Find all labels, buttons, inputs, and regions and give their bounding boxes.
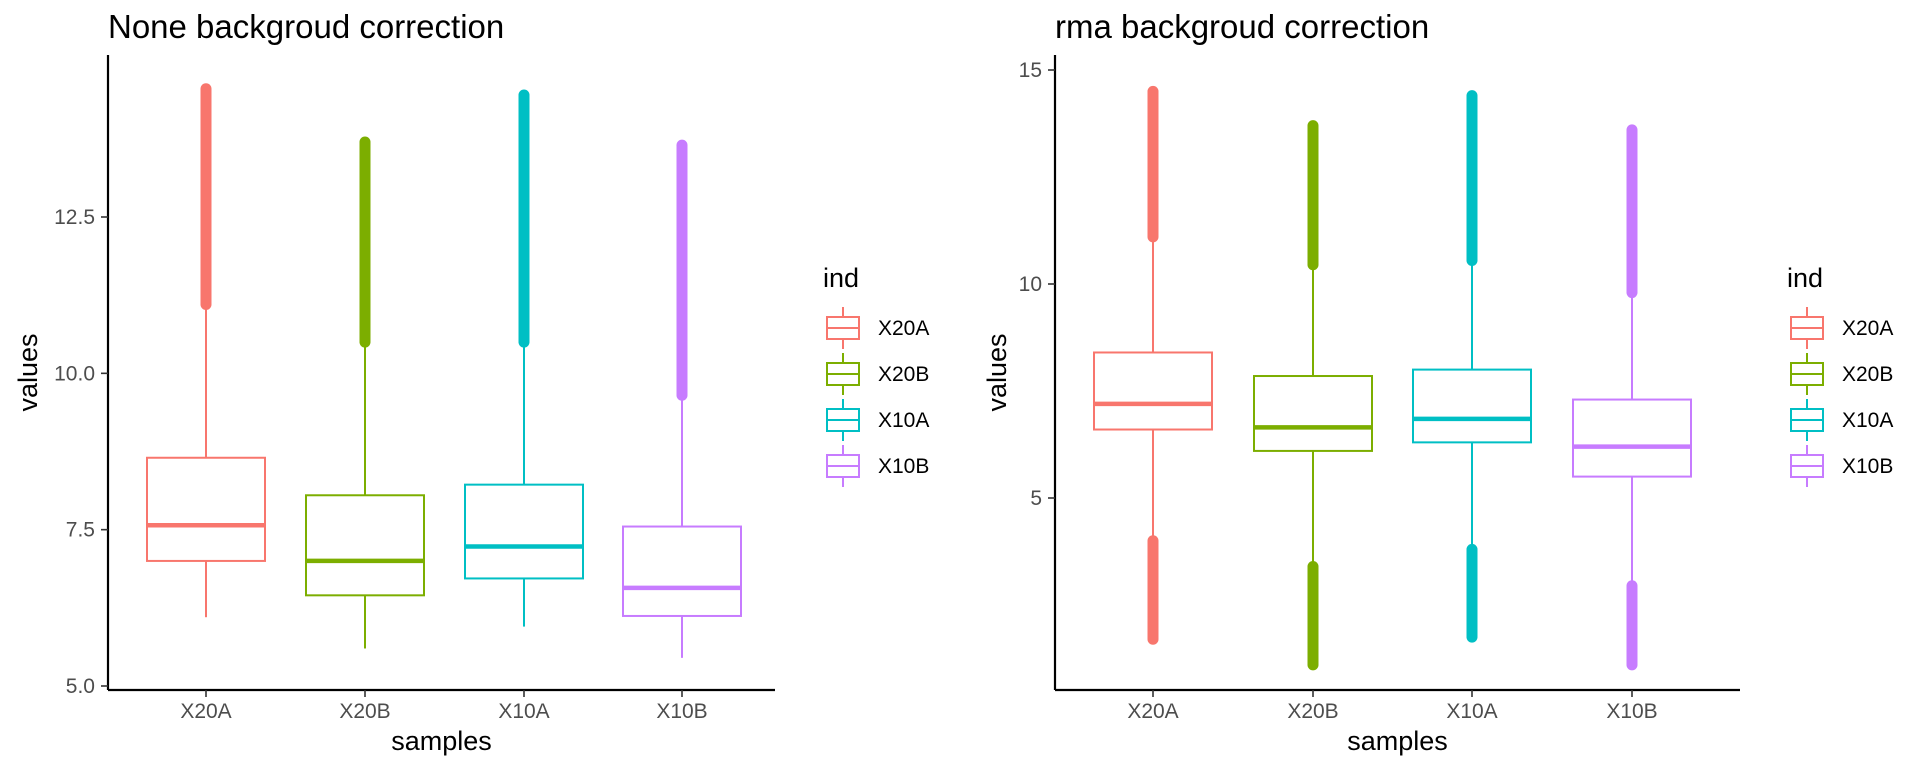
legend-label: X20B	[1842, 363, 1893, 386]
x-tick-label: X10B	[1606, 700, 1657, 723]
iqr-box	[464, 483, 584, 580]
x-tick-label: X10A	[1446, 700, 1497, 723]
legend: ind X20A X20B X10A X10B	[823, 263, 929, 487]
legend-key-X10B	[1790, 445, 1824, 487]
legend-label: X20A	[878, 317, 929, 340]
legend-key-X20B	[1790, 353, 1824, 395]
box-X10B	[622, 139, 742, 658]
legend-title: ind	[823, 263, 859, 293]
legend-label: X10A	[878, 409, 929, 432]
x-tick-label: X10A	[498, 700, 549, 723]
chart-title: None backgroud correction	[108, 8, 504, 45]
box-X10B	[1572, 124, 1692, 671]
legend: ind X20A X20B X10A X10B	[1787, 263, 1893, 487]
y-tick-label: 7.5	[66, 519, 95, 542]
x-tick-label: X20B	[1287, 700, 1338, 723]
iqr-box	[622, 525, 742, 617]
iqr-box	[1412, 368, 1532, 444]
box-X10A	[464, 89, 584, 627]
iqr-box	[1253, 375, 1373, 452]
legend-key-X10A	[826, 399, 860, 441]
y-axis-title: values	[13, 333, 43, 411]
box-X20A	[146, 83, 266, 618]
x-tick-label: X20B	[339, 700, 390, 723]
legend-key-X20B	[826, 353, 860, 395]
y-tick-label: 15	[1019, 59, 1042, 82]
legend-key-X10B	[826, 445, 860, 487]
iqr-box	[146, 456, 266, 562]
panel-1: None backgroud correction 5.0 7.5 10.0 12.5 X…	[13, 8, 929, 756]
panel-2: rma backgroud correction 5 10 15 X20A X20B X10…	[982, 8, 1893, 756]
box-X20B	[305, 136, 425, 649]
y-tick-label: 12.5	[54, 206, 95, 229]
iqr-box	[305, 494, 425, 597]
box-X20A	[1093, 85, 1213, 645]
legend-label: X10A	[1842, 409, 1893, 432]
x-tick-label: X10B	[656, 700, 707, 723]
legend-key-X20A	[1790, 307, 1824, 349]
y-axis-title: values	[982, 333, 1012, 411]
iqr-box	[1572, 398, 1692, 478]
x-axis-title: samples	[1347, 726, 1448, 756]
legend-key-X10A	[1790, 399, 1824, 441]
legend-label: X20A	[1842, 317, 1893, 340]
box-X20B	[1253, 120, 1373, 671]
legend-label: X10B	[1842, 455, 1893, 478]
x-tick-label: X20A	[180, 700, 231, 723]
legend-label: X10B	[878, 455, 929, 478]
legend-title: ind	[1787, 263, 1823, 293]
chart-title: rma backgroud correction	[1055, 8, 1429, 45]
y-tick-label: 10.0	[54, 362, 95, 385]
box-X10A	[1412, 90, 1532, 643]
legend-label: X20B	[878, 363, 929, 386]
x-tick-label: X20A	[1127, 700, 1178, 723]
legend-key-X20A	[826, 307, 860, 349]
iqr-box	[1093, 351, 1213, 431]
x-axis-title: samples	[391, 726, 492, 756]
y-tick-label: 5	[1030, 487, 1042, 510]
y-tick-label: 5.0	[66, 675, 95, 698]
y-tick-label: 10	[1019, 273, 1042, 296]
